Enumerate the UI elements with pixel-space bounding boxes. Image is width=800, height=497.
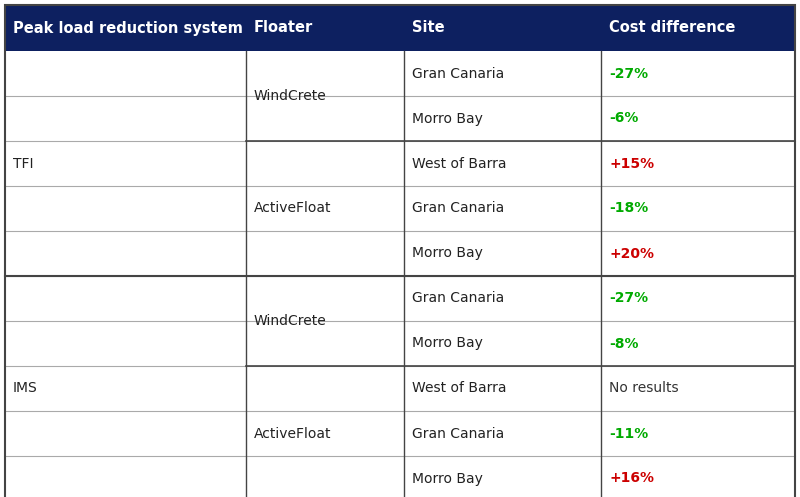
Bar [5,5,795,51]
Text: -27%: -27% [610,67,649,81]
Text: Morro Bay: Morro Bay [412,247,483,260]
Text: Morro Bay: Morro Bay [412,472,483,486]
Text: WindCrete: WindCrete [254,89,326,103]
Text: Morro Bay: Morro Bay [412,336,483,350]
Text: Cost difference: Cost difference [610,20,736,35]
Text: -18%: -18% [610,201,649,216]
Text: +15%: +15% [610,157,654,170]
Text: Gran Canaria: Gran Canaria [412,201,504,216]
Text: Floater: Floater [254,20,314,35]
Text: ActiveFloat: ActiveFloat [254,201,331,216]
Text: -6%: -6% [610,111,639,126]
Text: -11%: -11% [610,426,649,440]
Text: Site: Site [412,20,445,35]
Text: -27%: -27% [610,292,649,306]
Text: +20%: +20% [610,247,654,260]
Text: ActiveFloat: ActiveFloat [254,426,331,440]
Text: WindCrete: WindCrete [254,314,326,328]
Text: West of Barra: West of Barra [412,157,506,170]
Text: Gran Canaria: Gran Canaria [412,292,504,306]
Text: IMS: IMS [13,382,38,396]
Text: TFI: TFI [13,157,34,170]
Text: No results: No results [610,382,679,396]
Text: Morro Bay: Morro Bay [412,111,483,126]
Text: Peak load reduction system: Peak load reduction system [13,20,243,35]
Text: West of Barra: West of Barra [412,382,506,396]
Text: Gran Canaria: Gran Canaria [412,67,504,81]
Text: Gran Canaria: Gran Canaria [412,426,504,440]
Text: -8%: -8% [610,336,639,350]
Text: +16%: +16% [610,472,654,486]
